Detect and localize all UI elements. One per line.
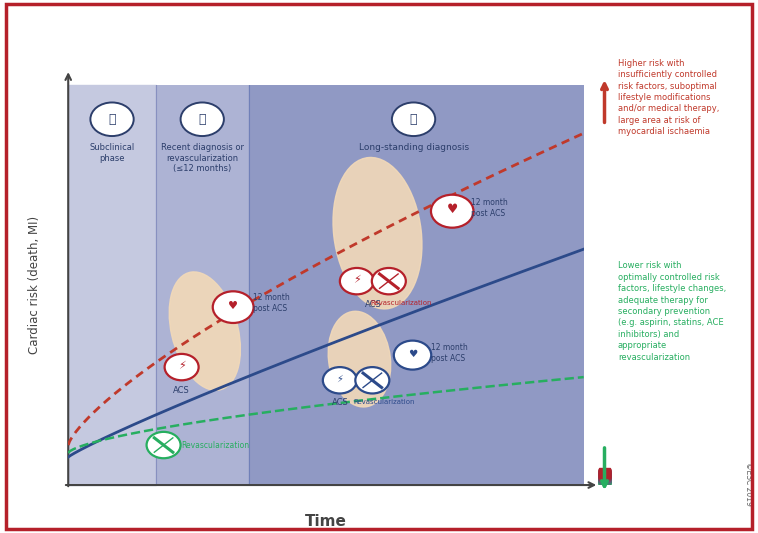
- Ellipse shape: [169, 272, 240, 390]
- Bar: [599, 471, 610, 480]
- Bar: [599, 472, 610, 481]
- Bar: [599, 473, 610, 482]
- Text: Cardiac risk (death, MI): Cardiac risk (death, MI): [28, 216, 41, 354]
- Bar: [599, 475, 610, 484]
- Bar: [599, 472, 610, 480]
- Bar: [599, 472, 610, 481]
- Bar: [599, 471, 610, 480]
- Ellipse shape: [328, 311, 390, 407]
- Bar: [599, 474, 610, 482]
- Bar: [599, 477, 610, 485]
- Text: 🧍: 🧍: [108, 113, 116, 126]
- Bar: [599, 470, 610, 479]
- Bar: [599, 473, 610, 482]
- Circle shape: [372, 268, 406, 294]
- Bar: [599, 475, 610, 484]
- Bar: [599, 473, 610, 482]
- Text: Long-standing diagnosis: Long-standing diagnosis: [359, 143, 468, 152]
- Bar: [68, 85, 156, 485]
- Text: 12 month
post ACS: 12 month post ACS: [252, 293, 290, 313]
- Bar: [249, 85, 584, 485]
- Text: ♥: ♥: [408, 349, 417, 359]
- Text: ⚡: ⚡: [353, 275, 361, 285]
- Bar: [599, 474, 610, 483]
- Bar: [599, 476, 610, 484]
- Circle shape: [146, 432, 180, 458]
- Circle shape: [394, 341, 431, 369]
- Bar: [599, 469, 610, 478]
- Bar: [599, 475, 610, 483]
- Text: 🧍: 🧍: [199, 113, 206, 126]
- Bar: [599, 473, 610, 482]
- Bar: [599, 472, 610, 480]
- Bar: [599, 471, 610, 480]
- Circle shape: [340, 268, 374, 294]
- Text: Revascularization: Revascularization: [182, 441, 249, 449]
- Bar: [599, 475, 610, 484]
- Bar: [599, 469, 610, 478]
- Text: 💊: 💊: [410, 113, 418, 126]
- Bar: [599, 473, 610, 482]
- Bar: [599, 472, 610, 481]
- Text: ♥: ♥: [228, 301, 238, 311]
- Ellipse shape: [333, 157, 422, 309]
- Bar: [599, 473, 610, 481]
- Bar: [599, 475, 610, 483]
- Bar: [599, 470, 610, 479]
- Bar: [599, 470, 610, 479]
- Circle shape: [213, 292, 254, 323]
- Bar: [599, 475, 610, 484]
- Bar: [599, 471, 610, 480]
- Bar: [599, 469, 610, 478]
- Bar: [599, 472, 610, 481]
- Text: Subclinical
phase: Subclinical phase: [89, 143, 135, 163]
- Text: Time: Time: [305, 513, 347, 529]
- Bar: [599, 474, 610, 483]
- Text: Revascularization: Revascularization: [370, 300, 431, 306]
- Text: ©ESC 2019: ©ESC 2019: [744, 463, 753, 506]
- Bar: [599, 470, 610, 479]
- Text: Lower risk with
optimally controlled risk
factors, lifestyle changes,
adequate t: Lower risk with optimally controlled ris…: [618, 261, 726, 362]
- Bar: [599, 471, 610, 479]
- Bar: [599, 476, 610, 484]
- Bar: [599, 474, 610, 483]
- Text: ACS: ACS: [365, 301, 381, 309]
- Bar: [599, 475, 610, 484]
- Text: 12 month
post ACS: 12 month post ACS: [471, 198, 508, 218]
- Text: ACS: ACS: [331, 398, 348, 407]
- Bar: [599, 474, 610, 483]
- Bar: [599, 469, 610, 477]
- Bar: [599, 473, 610, 481]
- Bar: [599, 470, 610, 478]
- Text: Higher risk with
insufficiently controlled
risk factors, suboptimal
lifestyle mo: Higher risk with insufficiently controll…: [618, 59, 719, 136]
- Circle shape: [164, 354, 199, 381]
- Circle shape: [431, 195, 474, 228]
- Circle shape: [392, 102, 435, 136]
- Bar: [599, 469, 610, 478]
- Bar: [599, 472, 610, 481]
- Text: Revascularization: Revascularization: [353, 399, 415, 405]
- Text: 12 month
post ACS: 12 month post ACS: [431, 343, 468, 363]
- Circle shape: [180, 102, 224, 136]
- Bar: [599, 471, 610, 480]
- Circle shape: [323, 367, 357, 393]
- Circle shape: [356, 367, 390, 393]
- Text: ⚡: ⚡: [337, 374, 343, 384]
- Text: ♥: ♥: [446, 203, 458, 216]
- Bar: [599, 470, 610, 479]
- Bar: [599, 469, 610, 478]
- Bar: [156, 85, 249, 485]
- Bar: [599, 470, 610, 478]
- Circle shape: [90, 102, 133, 136]
- Text: Recent diagnosis or
revascularization
(≤12 months): Recent diagnosis or revascularization (≤…: [161, 143, 244, 173]
- Bar: [599, 476, 610, 485]
- Bar: [599, 474, 610, 483]
- Text: ACS: ACS: [174, 386, 190, 395]
- Text: ⚡: ⚡: [177, 361, 186, 371]
